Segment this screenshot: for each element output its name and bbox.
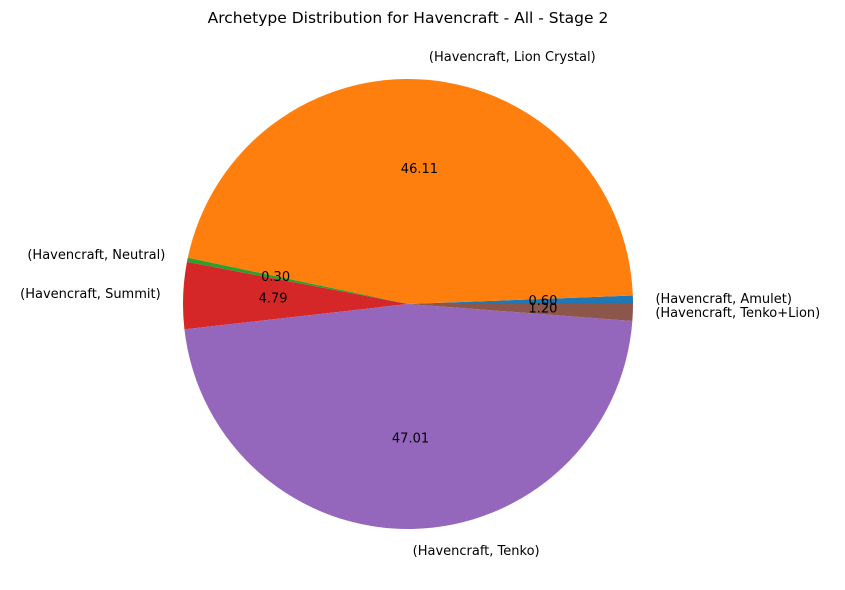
pie-slice xyxy=(408,295,633,304)
pie-slice xyxy=(183,261,408,330)
pie-slices xyxy=(183,78,633,530)
slice-value-label: 1.20 xyxy=(528,302,557,317)
slice-value-label: 0.30 xyxy=(261,270,290,285)
chart-title: Archetype Distribution for Havencraft - … xyxy=(208,9,609,27)
pie-slice xyxy=(184,304,633,530)
slice-value-label: 46.11 xyxy=(401,162,438,177)
slice-label: (Havencraft, Lion Crystal) xyxy=(429,50,596,65)
pie-slice xyxy=(187,78,633,304)
pie-labels: (Havencraft, Amulet) 0.60 (Havencraft, Lio… xyxy=(20,50,820,559)
slice-label: (Havencraft, Tenko) xyxy=(413,544,540,559)
pie-slice xyxy=(408,304,633,321)
slice-label: (Havencraft, Amulet) xyxy=(655,292,792,307)
slice-value-label: 0.60 xyxy=(528,294,557,309)
slice-value-label: 47.01 xyxy=(392,431,429,446)
slice-label: (Havencraft, Tenko+Lion) xyxy=(655,306,820,321)
slice-label: (Havencraft, Summit) xyxy=(20,287,161,302)
slice-label: (Havencraft, Neutral) xyxy=(27,248,165,263)
slice-value-label: 4.79 xyxy=(259,291,288,306)
pie-slice xyxy=(186,257,408,304)
